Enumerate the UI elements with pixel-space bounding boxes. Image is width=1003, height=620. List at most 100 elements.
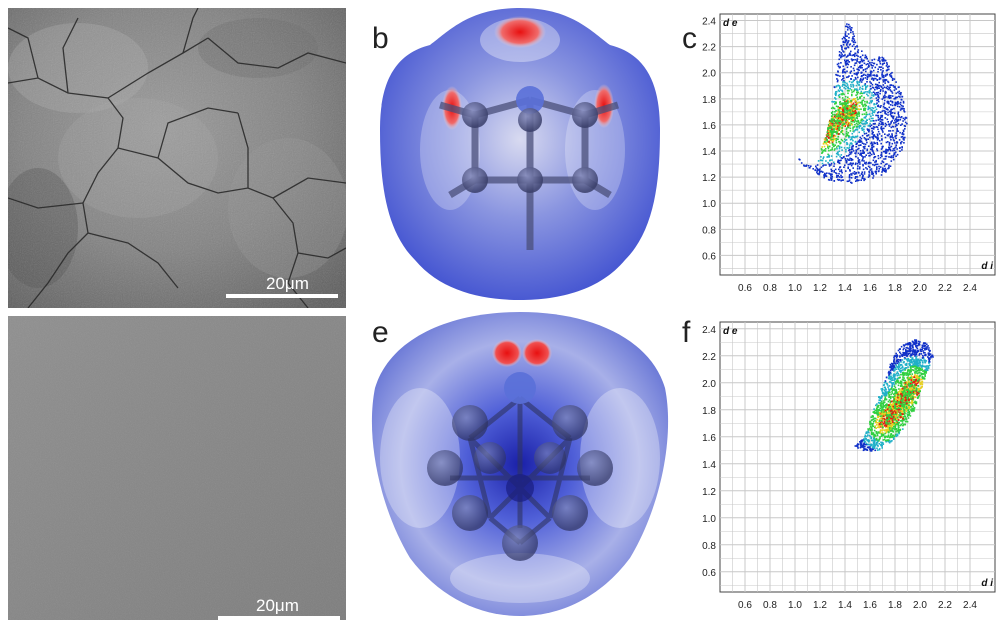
fingerprint-point: [894, 101, 897, 104]
fingerprint-point: [867, 431, 870, 434]
fingerprint-point: [889, 406, 892, 408]
x-tick-label: 1.8: [888, 283, 902, 294]
fingerprint-point: [891, 408, 894, 411]
fingerprint-point: [870, 87, 872, 90]
fingerprint-point: [912, 398, 914, 401]
fingerprint-point: [865, 138, 868, 141]
fingerprint-point: [831, 175, 833, 178]
fingerprint-point: [904, 388, 907, 390]
fingerprint-point: [898, 370, 901, 372]
fingerprint-point: [915, 345, 917, 348]
fingerprint-point: [900, 395, 902, 398]
fingerprint-point: [858, 141, 861, 143]
fingerprint-point: [845, 63, 847, 66]
fingerprint-point: [873, 443, 875, 446]
fingerprint-point: [831, 144, 834, 146]
fingerprint-point: [832, 137, 835, 139]
fingerprint-point: [884, 92, 886, 94]
fingerprint-point: [849, 27, 851, 30]
fingerprint-point: [831, 128, 833, 131]
fingerprint-point: [857, 71, 860, 74]
fingerprint-point: [852, 80, 855, 83]
fingerprint-point: [890, 404, 893, 407]
fingerprint-point: [922, 376, 924, 378]
fingerprint-point: [830, 162, 833, 165]
fingerprint-point: [922, 370, 924, 372]
fingerprint-point: [839, 87, 841, 89]
fingerprint-point: [912, 350, 915, 352]
fingerprint-point: [881, 114, 884, 117]
fingerprint-point: [880, 86, 883, 88]
fingerprint-point: [841, 139, 844, 142]
fingerprint-point: [845, 111, 847, 114]
fingerprint-point: [853, 131, 855, 133]
fingerprint-point: [902, 373, 904, 375]
fingerprint-point: [860, 108, 862, 110]
fingerprint-point: [891, 92, 894, 94]
fingerprint-point: [888, 142, 891, 145]
fingerprint-point: [893, 395, 896, 397]
fingerprint-point: [896, 406, 898, 409]
fingerprint-point: [925, 369, 928, 371]
fingerprint-point: [916, 351, 918, 353]
fingerprint-point: [895, 394, 898, 396]
fingerprint-point: [891, 414, 894, 417]
fingerprint-point: [837, 79, 839, 82]
x-tick-label: 2.2: [938, 283, 952, 294]
fingerprint-point: [908, 401, 911, 404]
fingerprint-point: [898, 403, 901, 406]
fingerprint-point: [859, 166, 861, 168]
fingerprint-point: [879, 66, 881, 69]
fingerprint-point: [906, 352, 908, 355]
fingerprint-point: [836, 121, 839, 124]
fingerprint-point: [908, 363, 911, 365]
fingerprint-point: [874, 417, 877, 420]
fingerprint-point: [866, 128, 869, 130]
fingerprint-point: [893, 358, 896, 360]
fingerprint-point: [911, 352, 914, 355]
fingerprint-point: [831, 118, 834, 121]
fingerprint-point: [891, 385, 893, 388]
fingerprint-point: [861, 439, 863, 442]
fingerprint-point: [834, 135, 837, 137]
fingerprint-point: [903, 344, 906, 346]
fingerprint-point: [921, 360, 924, 362]
fingerprint-point: [862, 105, 864, 108]
fingerprint-point: [882, 419, 884, 421]
fingerprint-point: [865, 443, 868, 446]
fingerprint-point: [892, 376, 895, 378]
fingerprint-point: [890, 110, 892, 112]
fingerprint-point: [911, 358, 914, 361]
fingerprint-point: [880, 121, 883, 123]
fingerprint-point: [917, 396, 920, 398]
fingerprint-point: [902, 410, 905, 413]
fingerprint-point: [889, 418, 892, 421]
fingerprint-point: [889, 410, 892, 412]
fingerprint-point: [870, 168, 873, 170]
fingerprint-point: [854, 123, 856, 126]
fingerprint-point: [845, 121, 848, 124]
fingerprint-point: [888, 408, 890, 410]
fingerprint-point: [875, 431, 878, 434]
fingerprint-point: [917, 377, 920, 379]
fingerprint-point: [901, 419, 904, 422]
fingerprint-point: [851, 118, 853, 120]
fingerprint-point: [836, 90, 838, 93]
fingerprint-point: [842, 77, 845, 79]
fingerprint-point: [908, 348, 911, 351]
fingerprint-point: [878, 77, 881, 79]
fingerprint-point: [895, 382, 897, 385]
fingerprint-point: [856, 91, 858, 94]
fingerprint-point: [846, 180, 849, 183]
fingerprint-point: [890, 381, 892, 383]
fingerprint-point: [892, 116, 894, 119]
fingerprint-point: [840, 103, 843, 105]
fingerprint-point: [877, 105, 879, 107]
fingerprint-point: [845, 56, 848, 58]
fingerprint-point: [909, 382, 912, 385]
fingerprint-point: [869, 446, 871, 448]
fingerprint-point: [878, 440, 880, 442]
fingerprint-point: [891, 424, 894, 426]
fingerprint-point: [882, 439, 885, 441]
fingerprint-point: [879, 84, 881, 87]
